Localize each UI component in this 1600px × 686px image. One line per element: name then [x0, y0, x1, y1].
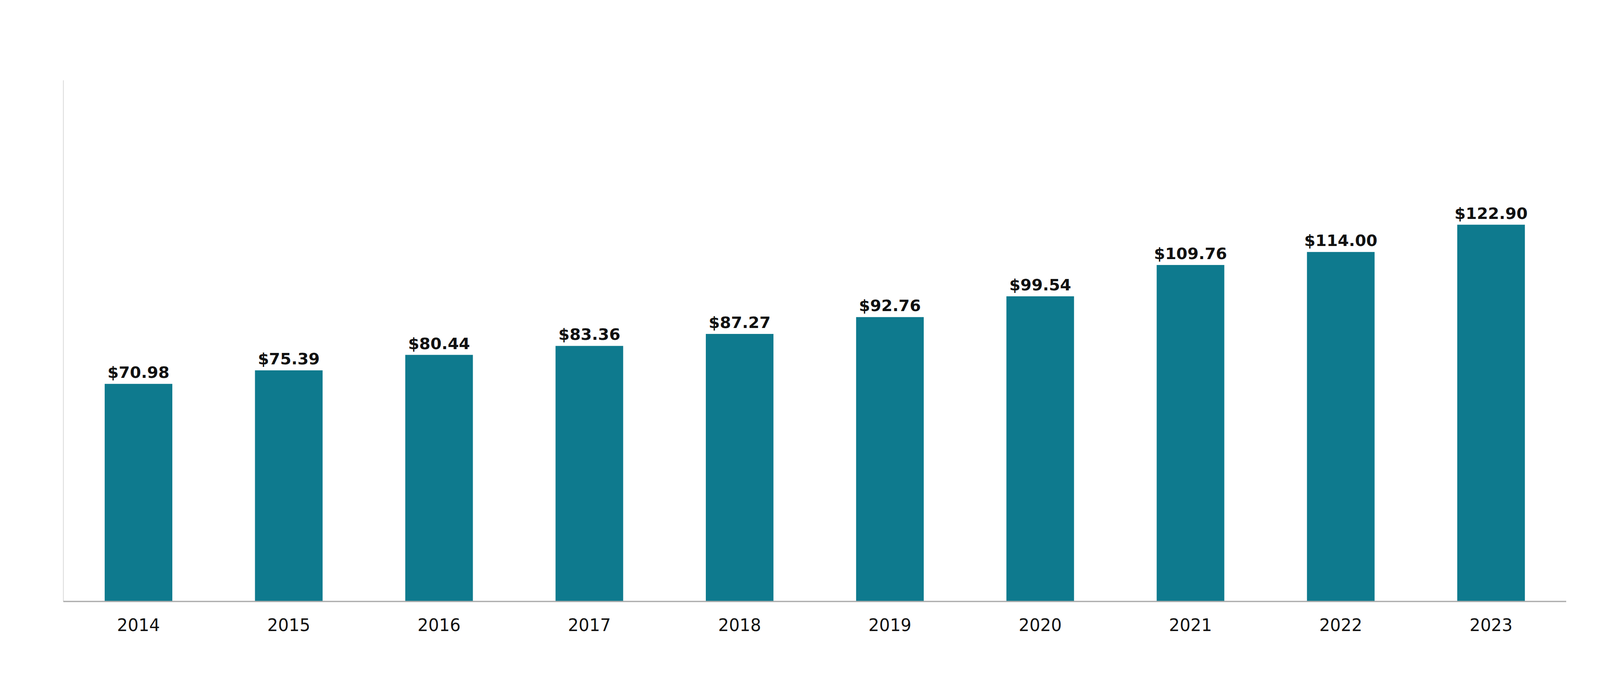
bar [1156, 264, 1225, 602]
x-tick-labels: 2014 2015 2016 2017 2018 2019 2020 2021 2022 2023 [117, 614, 1513, 635]
data-label: $114.00 [1304, 231, 1378, 250]
chart-container: $70.98 $75.39 $80.44 $83.36 $87.27 $92.76 $99.… [0, 0, 1600, 686]
data-label: $70.98 [107, 362, 170, 382]
x-tick-label: 2022 [1319, 614, 1363, 635]
data-label: $83.36 [558, 324, 621, 344]
chart: $70.98 $75.39 $80.44 $83.36 $87.27 $92.76 $99.… [0, 0, 1600, 686]
bar [1457, 224, 1525, 602]
bar [405, 354, 473, 602]
data-label: $122.90 [1454, 204, 1528, 223]
bar [1006, 296, 1075, 602]
x-tick-label: 2019 [868, 614, 912, 635]
bar [705, 333, 774, 602]
x-tick-label: 2017 [567, 614, 611, 635]
data-label: $80.44 [408, 334, 471, 353]
bar [856, 316, 924, 602]
data-label: $109.76 [1153, 244, 1228, 263]
y-axis-line [62, 80, 64, 602]
data-label: $75.39 [257, 349, 320, 368]
data-label: $92.76 [859, 296, 922, 315]
bar [555, 345, 624, 602]
data-label: $87.27 [708, 312, 771, 332]
data-labels: $70.98 $75.39 $80.44 $83.36 $87.27 $92.76 $99.… [107, 204, 1528, 382]
x-tick-label: 2015 [267, 614, 311, 635]
bars [104, 224, 1525, 602]
x-axis-line [63, 600, 1567, 602]
x-tick-label: 2018 [718, 614, 762, 635]
x-tick-label: 2014 [117, 614, 161, 635]
x-tick-label: 2016 [417, 614, 461, 635]
x-tick-label: 2023 [1469, 614, 1513, 635]
bar [255, 370, 323, 602]
bar [104, 383, 173, 602]
x-tick-label: 2021 [1169, 614, 1213, 635]
data-label: $99.54 [1009, 275, 1072, 294]
bar [1306, 251, 1375, 602]
x-tick-label: 2020 [1018, 614, 1062, 635]
